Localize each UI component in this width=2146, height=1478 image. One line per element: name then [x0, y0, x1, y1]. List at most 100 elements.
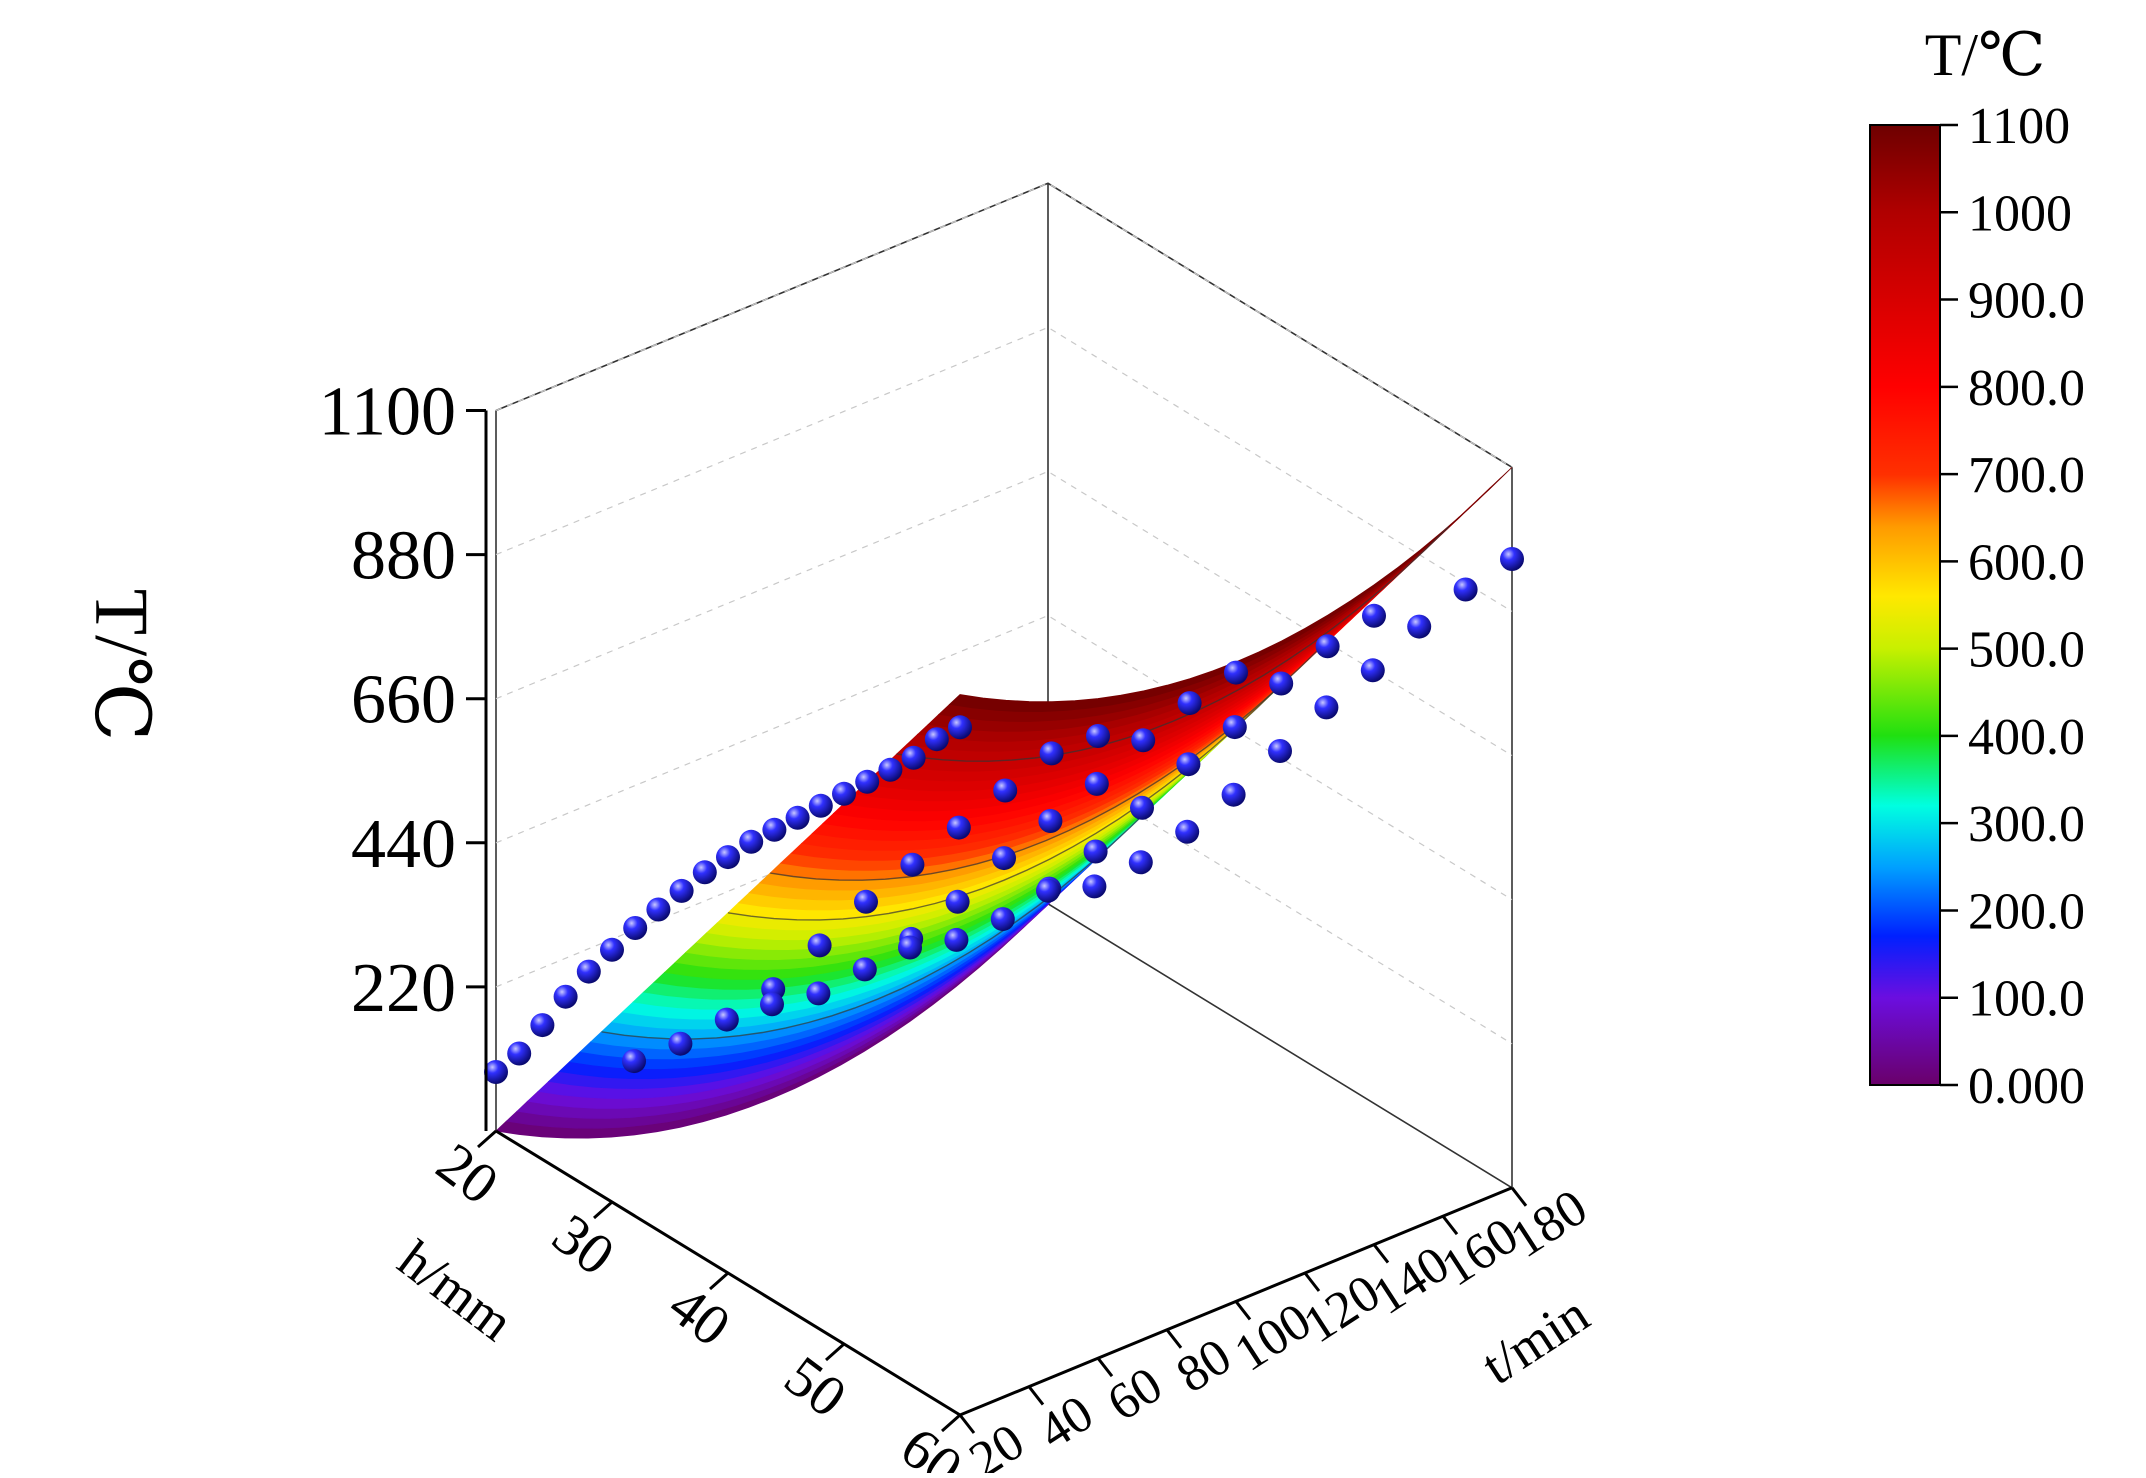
data-point [946, 815, 971, 840]
data-point [806, 981, 831, 1006]
data-point [762, 817, 787, 842]
t-tick [1372, 1243, 1390, 1264]
data-point [1177, 691, 1202, 716]
data-point [530, 1013, 555, 1038]
data-point [852, 957, 877, 982]
data-point [623, 916, 648, 940]
data-point [1036, 878, 1060, 903]
t-tick [1096, 1357, 1114, 1378]
data-point [807, 933, 832, 958]
h-tick [709, 1271, 729, 1291]
colorbar-tick-label: 200.0 [1968, 883, 2085, 940]
data-point [832, 781, 856, 806]
h-axis-label: h/mm [387, 1229, 524, 1353]
data-point [1362, 603, 1386, 628]
data-point [944, 927, 969, 952]
data-point [924, 727, 949, 752]
colorbar-gradient [1869, 124, 1941, 1086]
data-point [1221, 782, 1246, 807]
data-point [1315, 634, 1340, 659]
t-tick [1027, 1385, 1045, 1406]
data-point [668, 1031, 693, 1056]
colorbar: 0.000 100.0 200.0 300.0 400.0 500.0 600.0 700.0… [1869, 98, 2085, 1115]
data-point [1500, 547, 1524, 571]
colorbar-tick-label: 500.0 [1968, 622, 2085, 679]
colorbar-tick-label: 900.0 [1968, 273, 2085, 330]
contour-line [896, 526, 1450, 762]
data-point [1407, 614, 1432, 639]
colorbar-tick-label: 800.0 [1968, 360, 2085, 417]
colorbar-tick-label: 1100 [1968, 98, 2070, 155]
data-point [1176, 752, 1201, 777]
h-tick-label: 50 [773, 1343, 858, 1430]
colorbar-tick-label: 100.0 [1968, 971, 2085, 1028]
data-point [669, 878, 694, 903]
data-point [808, 793, 833, 818]
colorbar-tick-label: 1000 [1968, 185, 2072, 242]
data-point [1268, 739, 1292, 763]
data-point [945, 889, 970, 914]
data-point [576, 959, 601, 984]
gridline [495, 182, 1513, 468]
colorbar-title: T/℃ [1925, 22, 2045, 88]
z-tick-label: 1100 [319, 374, 456, 451]
data-point [600, 937, 624, 962]
t-tick [1165, 1328, 1183, 1349]
data-point [646, 897, 671, 922]
h-tick [593, 1200, 613, 1220]
data-point [1269, 671, 1294, 696]
data-point [990, 907, 1015, 932]
t-tick-label: 20 [960, 1413, 1035, 1473]
h-tick [477, 1129, 497, 1149]
t-tick-label: 60 [1098, 1356, 1173, 1432]
h-tick [941, 1413, 961, 1433]
data-markers [484, 547, 1524, 1084]
t-tick-label: 40 [1029, 1385, 1104, 1461]
data-point [1222, 715, 1247, 740]
t-tick [1510, 1186, 1528, 1207]
h-tick-label: 30 [541, 1201, 626, 1288]
data-point [622, 1049, 646, 1074]
data-point [507, 1041, 532, 1066]
h-tick-label: 40 [657, 1272, 742, 1359]
t-tick [958, 1414, 976, 1434]
data-point [901, 745, 926, 770]
colorbar-tick-label: 0.000 [1968, 1058, 2085, 1115]
z-tick-label: 220 [351, 950, 456, 1027]
colorbar-tick-label: 400.0 [1968, 709, 2085, 766]
data-point [1082, 874, 1107, 899]
data-point [714, 1007, 739, 1032]
data-point [484, 1060, 508, 1084]
data-point [760, 992, 784, 1017]
gridline [495, 326, 1513, 612]
box-edge [495, 182, 1513, 468]
data-point [1038, 809, 1063, 833]
data-point [1131, 728, 1156, 753]
colorbar-tick-label: 700.0 [1968, 447, 2085, 504]
data-point [948, 715, 972, 740]
z-tick-label: 440 [351, 806, 456, 883]
z-axis-label: T/℃ [79, 589, 163, 742]
z-tick-label: 880 [351, 518, 456, 595]
t-tick [1303, 1272, 1321, 1292]
data-point [1175, 819, 1200, 844]
colorbar-tick-label: 300.0 [1968, 796, 2085, 853]
data-point [553, 984, 578, 1009]
data-point [1360, 658, 1385, 683]
data-point [716, 845, 740, 870]
data-point [993, 778, 1018, 803]
data-point [1130, 795, 1154, 820]
t-tick [1441, 1215, 1459, 1236]
data-point [992, 846, 1016, 871]
data-point [1084, 771, 1109, 796]
colorbar-tick-label: 600.0 [1968, 534, 2085, 591]
data-point [692, 860, 717, 885]
data-point [1224, 660, 1248, 685]
data-point [739, 829, 764, 854]
data-point [1039, 741, 1064, 766]
data-point [878, 757, 903, 782]
data-point [900, 852, 925, 877]
z-tick-label: 660 [351, 662, 456, 739]
t-axis-label: t/min [1471, 1284, 1599, 1396]
